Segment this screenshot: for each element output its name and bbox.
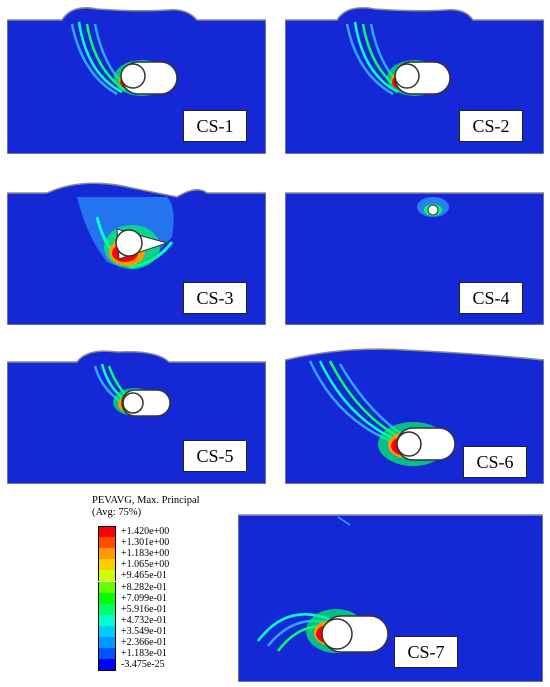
legend-value: +1.301e+00 bbox=[121, 537, 170, 549]
panel-cs4: CS-4 bbox=[285, 177, 544, 325]
legend-value: +5.916e-01 bbox=[121, 603, 167, 615]
legend-value: +3.549e-01 bbox=[121, 625, 167, 637]
legend-entry: +1.301e+00 bbox=[98, 537, 170, 549]
case-label: CS-5 bbox=[183, 440, 247, 472]
case-label: CS-2 bbox=[459, 110, 523, 142]
legend-swatch bbox=[98, 548, 116, 560]
panel-cs7: CS-7 bbox=[238, 511, 543, 682]
legend-entry: +7.099e-01 bbox=[98, 592, 169, 604]
legend-entry: -3.475e-25 bbox=[98, 658, 169, 671]
panel-cs5: CS-5 bbox=[7, 346, 266, 484]
legend-swatch bbox=[98, 537, 116, 549]
legend-value: -3.475e-25 bbox=[121, 659, 165, 671]
legend-entry: +1.065e+00 bbox=[98, 559, 170, 571]
panel-cs6: CS-6 bbox=[285, 346, 544, 484]
legend-swatch bbox=[98, 636, 116, 648]
legend-value: +2.366e-01 bbox=[121, 636, 167, 648]
legend-entry: +5.916e-01 bbox=[98, 603, 169, 615]
legend-swatch bbox=[98, 603, 116, 615]
legend-entry: +4.732e-01 bbox=[98, 614, 169, 626]
legend-entry: +1.183e-01 bbox=[98, 648, 169, 660]
legend-swatch bbox=[98, 581, 116, 593]
legend-value: +1.065e+00 bbox=[121, 559, 170, 571]
legend-entry: +2.366e-01 bbox=[98, 636, 169, 648]
legend-entry: +1.183e+00 bbox=[98, 548, 170, 560]
legend-swatch bbox=[98, 658, 116, 671]
legend-rows: +1.420e+00 +1.301e+00 +1.183e+00 +1.065e+00… bbox=[98, 525, 170, 671]
legend-swatch bbox=[98, 525, 116, 538]
legend-swatch bbox=[98, 648, 116, 660]
panel-cs1: CS-1 bbox=[7, 4, 266, 154]
cs7-contour-plot bbox=[238, 514, 543, 682]
legend-value: +9.465e-01 bbox=[121, 570, 167, 582]
case-label: CS-1 bbox=[183, 110, 247, 142]
legend-swatch bbox=[98, 625, 116, 637]
legend-entry: +9.465e-01 bbox=[98, 570, 169, 582]
legend-entry: +8.282e-01 bbox=[98, 581, 169, 593]
case-label: CS-3 bbox=[183, 282, 247, 314]
legend-value: +1.183e-01 bbox=[121, 648, 167, 660]
case-label: CS-7 bbox=[394, 636, 458, 668]
legend-entry: +3.549e-01 bbox=[98, 625, 169, 637]
legend-value: +1.183e+00 bbox=[121, 548, 170, 560]
legend-value: +1.420e+00 bbox=[121, 526, 170, 538]
legend-swatch bbox=[98, 614, 116, 626]
legend-title: PEVAVG, Max. Principal bbox=[92, 495, 200, 506]
legend-swatch bbox=[98, 559, 116, 571]
legend-value: +4.732e-01 bbox=[121, 614, 167, 626]
case-label: CS-4 bbox=[459, 282, 523, 314]
colorbar-legend: PEVAVG, Max. Principal (Avg: 75%) +1.420… bbox=[92, 495, 232, 680]
legend-subtitle: (Avg: 75%) bbox=[92, 507, 142, 518]
legend-swatch bbox=[98, 592, 116, 604]
legend-entry: +1.420e+00 bbox=[98, 525, 170, 538]
case-label: CS-6 bbox=[463, 446, 527, 478]
legend-value: +8.282e-01 bbox=[121, 581, 167, 593]
legend-value: +7.099e-01 bbox=[121, 592, 167, 604]
legend-swatch bbox=[98, 570, 116, 582]
panel-cs2: CS-2 bbox=[285, 4, 544, 154]
panel-cs3: CS-3 bbox=[7, 177, 266, 325]
